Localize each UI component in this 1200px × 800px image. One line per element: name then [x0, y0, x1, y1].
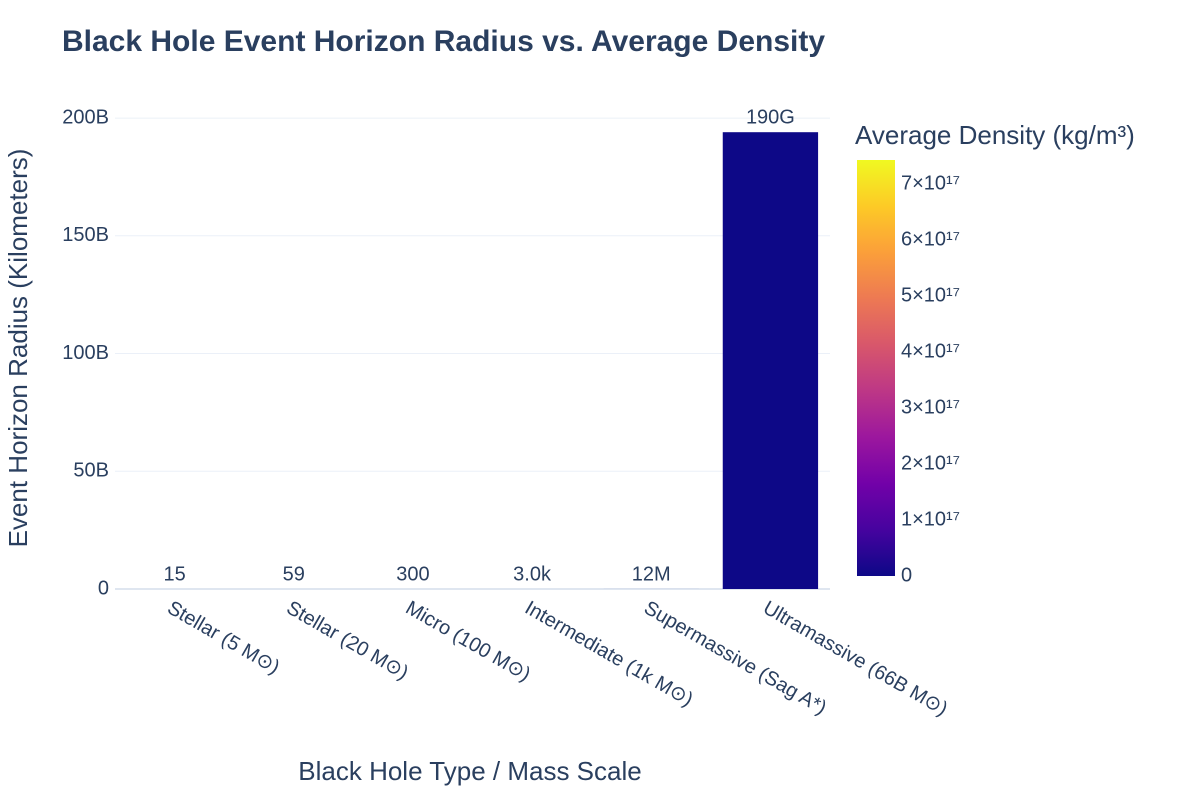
- x-tick-label: Stellar (20 M⊙): [283, 597, 412, 684]
- y-tick-label: 200B: [62, 106, 109, 128]
- colorbar-tick-label: 1×10¹⁷: [901, 508, 960, 530]
- chart-title: Black Hole Event Horizon Radius vs. Aver…: [62, 25, 825, 58]
- colorbar-tick-label: 7×10¹⁷: [901, 172, 960, 194]
- colorbar-tick-label: 5×10¹⁷: [901, 284, 960, 306]
- y-tick-label: 150B: [62, 224, 109, 246]
- value-label: 12M: [632, 563, 671, 585]
- x-tick-label: Ultramassive (66B M⊙): [759, 597, 951, 721]
- value-label: 190G: [746, 106, 795, 128]
- y-tick-label: 50B: [73, 460, 109, 482]
- y-axis-title: Event Horizon Radius (Kilometers): [3, 149, 33, 548]
- y-tick-label: 100B: [62, 342, 109, 364]
- colorbar: [857, 160, 895, 576]
- y-tick-label: 0: [98, 577, 109, 599]
- colorbar-tick-label: 0: [901, 564, 912, 586]
- colorbar-title: Average Density (kg/m³): [855, 120, 1135, 150]
- x-tick-label: Micro (100 M⊙): [402, 597, 534, 686]
- colorbar-tick-label: 4×10¹⁷: [901, 340, 960, 362]
- value-label: 59: [283, 563, 305, 585]
- value-label: 300: [396, 563, 429, 585]
- colorbar-tick-label: 6×10¹⁷: [901, 228, 960, 250]
- x-axis-title: Black Hole Type / Mass Scale: [298, 756, 641, 786]
- bar: [722, 132, 819, 589]
- colorbar-tick-label: 2×10¹⁷: [901, 452, 960, 474]
- value-label: 3.0k: [513, 563, 552, 585]
- value-label: 15: [163, 563, 185, 585]
- colorbar-tick-label: 3×10¹⁷: [901, 396, 960, 418]
- x-tick-label: Stellar (5 M⊙): [163, 597, 283, 679]
